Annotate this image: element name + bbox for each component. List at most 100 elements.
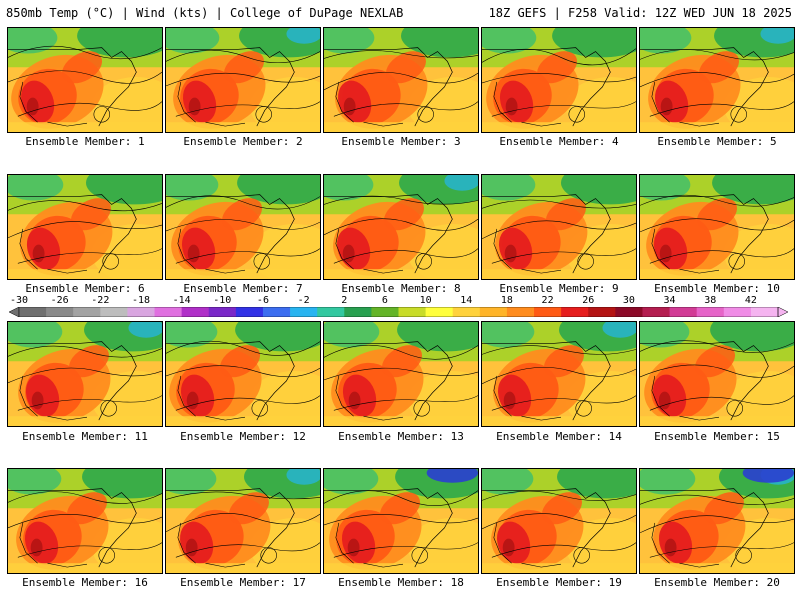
ensemble-map-panel [323, 468, 479, 574]
ensemble-member-label: Ensemble Member: 4 [499, 135, 619, 148]
ensemble-member-label: Ensemble Member: 15 [654, 430, 780, 443]
temperature-map [166, 28, 320, 132]
ensemble-map-panel [165, 174, 321, 280]
ensemble-member-label: Ensemble Member: 8 [341, 282, 461, 295]
colorbar-swatch [344, 307, 372, 317]
temperature-map [482, 175, 636, 279]
ensemble-map-panel [481, 27, 637, 133]
temperature-map [640, 469, 794, 573]
colorbar-swatch [181, 307, 210, 317]
title-right: 18Z GEFS | F258 Valid: 12Z WED JUN 18 20… [488, 6, 792, 20]
colorbar-tick-label: -2 [297, 295, 310, 306]
colorbar-tick-label: 18 [500, 295, 513, 306]
ensemble-member-label: Ensemble Member: 17 [180, 576, 306, 589]
ensemble-member-label: Ensemble Member: 1 [25, 135, 145, 148]
colorbar-tick-label: 38 [704, 295, 717, 306]
ensemble-member-label: Ensemble Member: 11 [22, 430, 148, 443]
colorbar-tick-label: -10 [213, 295, 232, 306]
temperature-map [324, 175, 478, 279]
temperature-map [8, 322, 162, 426]
ensemble-map-panel [323, 174, 479, 280]
colorbar-swatch [371, 307, 399, 317]
colorbar-swatch [235, 307, 264, 317]
ensemble-map-panel [639, 468, 795, 574]
colorbar-swatch [208, 307, 237, 317]
temperature-map [166, 469, 320, 573]
temperature-map [324, 28, 478, 132]
ensemble-member-label: Ensemble Member: 19 [496, 576, 622, 589]
colorbar-swatch [127, 307, 155, 317]
ensemble-map-panel [7, 468, 163, 574]
colorbar-tick-label: -26 [50, 295, 69, 306]
temperature-map [640, 28, 794, 132]
colorbar-swatch [290, 307, 318, 317]
ensemble-map-panel [7, 27, 163, 133]
ensemble-map-panel [481, 321, 637, 427]
temperature-colorbar [9, 307, 788, 317]
colorbar-swatch [561, 307, 589, 317]
ensemble-map-panel [639, 27, 795, 133]
ensemble-member-label: Ensemble Member: 6 [25, 282, 145, 295]
colorbar-swatch [19, 307, 47, 317]
colorbar-swatch [46, 307, 74, 317]
ensemble-member-label: Ensemble Member: 18 [338, 576, 464, 589]
colorbar-tick-label: 22 [541, 295, 554, 306]
ensemble-map-panel [323, 321, 479, 427]
ensemble-member-label: Ensemble Member: 10 [654, 282, 780, 295]
temperature-map [166, 175, 320, 279]
temperature-map [640, 322, 794, 426]
temperature-map [640, 175, 794, 279]
colorbar-swatch [154, 307, 183, 317]
ensemble-map-panel [481, 468, 637, 574]
temperature-map [324, 469, 478, 573]
colorbar-tick-label: 10 [419, 295, 432, 306]
ensemble-member-label: Ensemble Member: 3 [341, 135, 461, 148]
temperature-map [8, 175, 162, 279]
ensemble-member-label: Ensemble Member: 9 [499, 282, 619, 295]
colorbar-min-arrow [9, 307, 20, 317]
ensemble-map-panel [165, 27, 321, 133]
ensemble-member-label: Ensemble Member: 14 [496, 430, 622, 443]
ensemble-member-label: Ensemble Member: 12 [180, 430, 306, 443]
ensemble-map-panel [639, 321, 795, 427]
colorbar-tick-label: 42 [744, 295, 757, 306]
colorbar-swatch [534, 307, 562, 317]
colorbar-tick-label: 2 [341, 295, 348, 306]
ensemble-map-panel [7, 321, 163, 427]
colorbar-swatch [425, 307, 454, 317]
colorbar-tick-label: -22 [91, 295, 110, 306]
colorbar-tick-label: 26 [582, 295, 595, 306]
colorbar-tick-label: 14 [460, 295, 473, 306]
ensemble-map-panel [481, 174, 637, 280]
colorbar-tick-label: 34 [663, 295, 676, 306]
temperature-map [8, 28, 162, 132]
colorbar-swatch [398, 307, 427, 317]
colorbar-swatch [723, 307, 752, 317]
ensemble-map-panel [165, 468, 321, 574]
colorbar-swatch [615, 307, 643, 317]
ensemble-member-label: Ensemble Member: 5 [657, 135, 777, 148]
ensemble-map-panel [323, 27, 479, 133]
colorbar-swatch [73, 307, 101, 317]
ensemble-map-panel [639, 174, 795, 280]
colorbar-tick-label: 6 [381, 295, 388, 306]
colorbar-swatch [750, 307, 779, 317]
ensemble-member-label: Ensemble Member: 13 [338, 430, 464, 443]
colorbar-tick-label: -18 [131, 295, 150, 306]
colorbar-tick-label: 30 [622, 295, 635, 306]
temperature-map [324, 322, 478, 426]
colorbar-swatch [669, 307, 698, 317]
colorbar-swatch [100, 307, 128, 317]
colorbar-swatch [452, 307, 481, 317]
ensemble-member-label: Ensemble Member: 2 [183, 135, 303, 148]
ensemble-member-label: Ensemble Member: 16 [22, 576, 148, 589]
colorbar-swatch [479, 307, 508, 317]
ensemble-map-panel [165, 321, 321, 427]
colorbar-swatch [588, 307, 616, 317]
colorbar-swatch [262, 307, 291, 317]
colorbar-swatch [317, 307, 345, 317]
colorbar-tick-label: -30 [9, 295, 29, 306]
temperature-map [482, 322, 636, 426]
colorbar-swatch [696, 307, 725, 317]
ensemble-member-label: Ensemble Member: 7 [183, 282, 303, 295]
